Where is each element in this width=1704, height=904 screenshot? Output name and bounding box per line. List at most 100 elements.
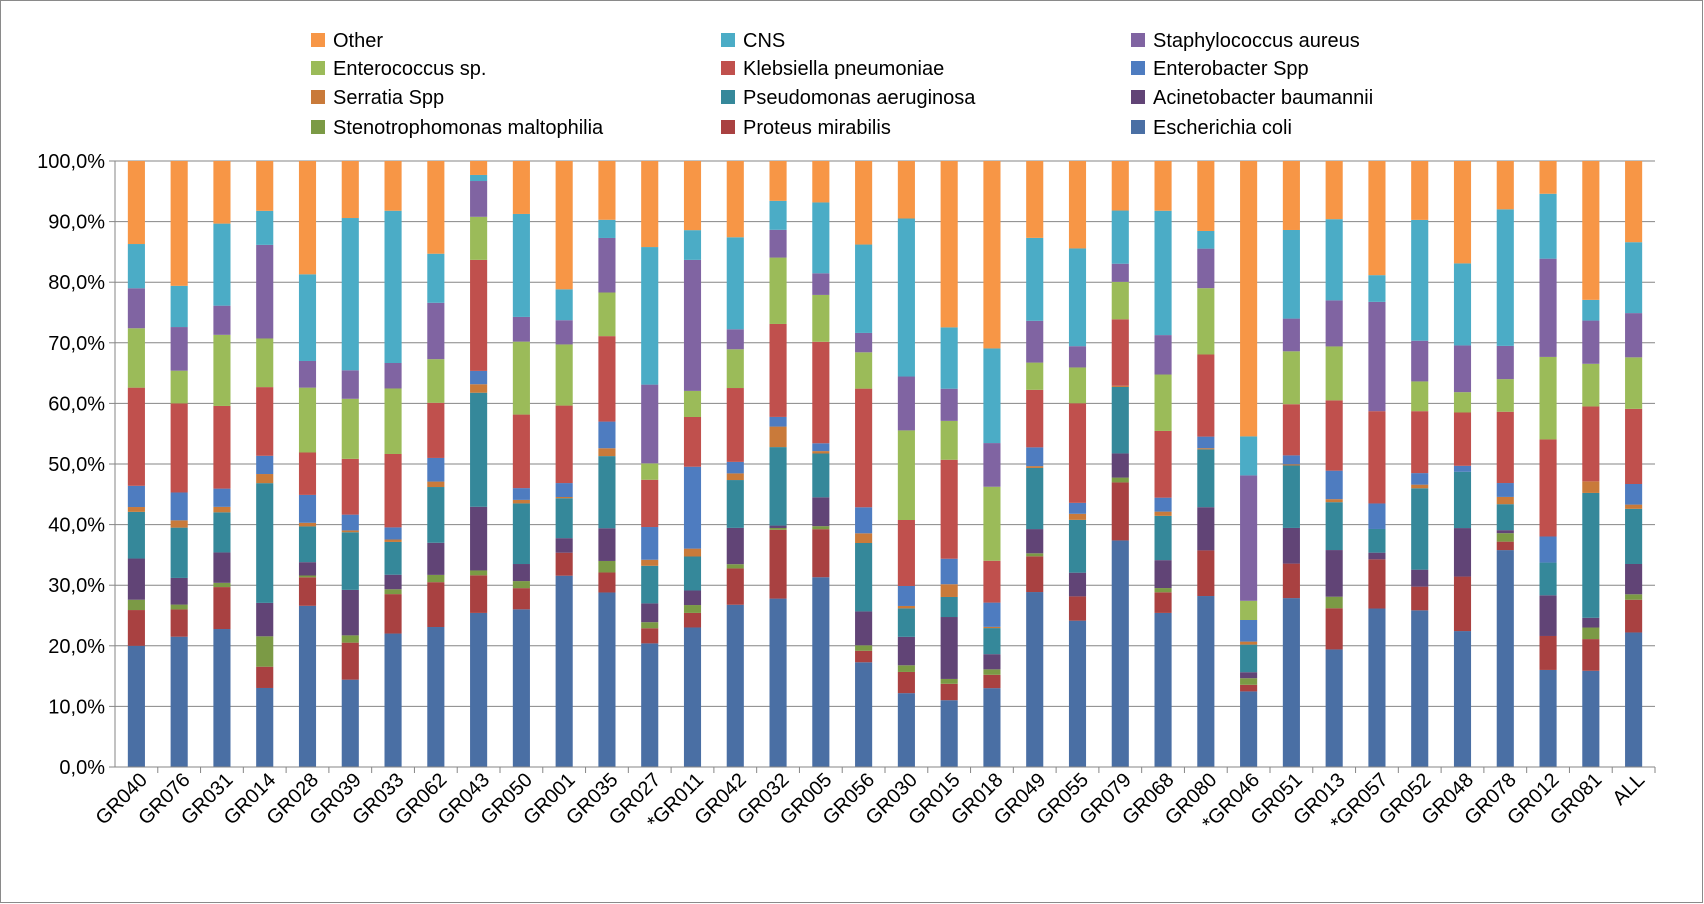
bar-segment-gr040-stenotrophomonas-maltophilia <box>127 599 145 611</box>
bar-segment-gr081-enterococcus-sp <box>1582 363 1600 407</box>
bar-segment-gr068-klebsiella-pneumoniae <box>1154 430 1172 498</box>
bar-segment-gr043-enterococcus-sp <box>470 216 488 260</box>
bar-segment-gr018-enterobacter-spp <box>983 602 1001 627</box>
bar-segment-gr005-proteus-mirabilis <box>812 529 830 578</box>
y-tick-label: 60,0% <box>48 393 105 415</box>
bar-segment-gr031-acinetobacter-baumannii <box>213 552 231 583</box>
bar-segment-gr033-klebsiella-pneumoniae <box>384 453 402 528</box>
bar-segment-gr001-proteus-mirabilis <box>555 552 573 576</box>
bar-segment-gr078-staphylococcus-aureus <box>1496 345 1514 380</box>
bar-segment-gr040-enterococcus-sp <box>127 328 145 388</box>
bar-segment-gr055-staphylococcus-aureus <box>1068 346 1087 368</box>
bar-segment-gr049-serratia-spp <box>1026 466 1044 468</box>
bar-segment-gr028-other <box>298 161 317 275</box>
bar-segment-gr068-staphylococcus-aureus <box>1154 335 1172 375</box>
bar-segment-gr042-serratia-spp <box>726 473 744 481</box>
bar-segment-gr039-other <box>341 161 359 219</box>
bar-segment-gr049-stenotrophomonas-maltophilia <box>1026 553 1044 557</box>
bar-segment-gr001-pseudomonas-aeruginosa <box>555 498 573 539</box>
bar-segment-gr057-enterobacter-spp <box>1368 503 1386 529</box>
bar-segment-gr027-acinetobacter-baumannii <box>641 603 659 623</box>
bar-segment-gr062-enterobacter-spp <box>427 457 445 482</box>
bar-segment-gr018-acinetobacter-baumannii <box>983 654 1001 670</box>
bar-segment-gr015-enterococcus-sp <box>940 420 958 460</box>
bar-segment-gr005-klebsiella-pneumoniae <box>812 341 830 444</box>
bar-segment-gr080-serratia-spp <box>1197 448 1215 450</box>
bar-segment-gr049-staphylococcus-aureus <box>1026 320 1044 363</box>
bar-segment-gr052-pseudomonas-aeruginosa <box>1411 488 1429 570</box>
bar-segment-gr014-enterobacter-spp <box>256 455 274 475</box>
bar-segment-gr043-serratia-spp <box>470 384 488 393</box>
bar-segment-gr042-other <box>726 161 744 238</box>
bar-segment-gr068-escherichia-coli <box>1154 612 1172 767</box>
bar-segment-gr033-other <box>384 161 402 211</box>
bar-segment-gr030-proteus-mirabilis <box>897 671 915 694</box>
bar-segment-gr052-other <box>1411 161 1429 220</box>
bar-segment-gr001-serratia-spp <box>555 496 573 499</box>
bar-segment-gr056-staphylococcus-aureus <box>855 332 873 353</box>
bar-segment-gr033-proteus-mirabilis <box>384 594 402 634</box>
bar-segment-gr018-staphylococcus-aureus <box>983 443 1001 487</box>
bar-segment-gr078-enterococcus-sp <box>1496 379 1514 412</box>
bar-segment-gr013-enterococcus-sp <box>1325 346 1343 401</box>
bar-segment-gr043-proteus-mirabilis <box>470 575 488 613</box>
bar-segment-gr079-pseudomonas-aeruginosa <box>1111 386 1129 454</box>
bar-segment-gr078-proteus-mirabilis <box>1496 541 1514 551</box>
bar-segment-gr040-escherichia-coli <box>127 645 145 767</box>
y-tick-label: 10,0% <box>48 696 105 718</box>
bar-segment-gr042-escherichia-coli <box>726 604 744 767</box>
bar-segment-gr062-other <box>427 161 445 254</box>
bar-segment-gr011-pseudomonas-aeruginosa <box>683 556 702 591</box>
bar-segment-gr035-other <box>598 161 616 220</box>
bar-segment-gr050-escherichia-coli <box>512 609 530 767</box>
bar-segment-gr018-pseudomonas-aeruginosa <box>983 628 1001 655</box>
x-axis: GR040GR076GR031GR014GR028GR039GR033GR062… <box>92 766 1656 835</box>
legend-label-klebsiella-pneumoniae: Klebsiella pneumoniae <box>743 58 944 80</box>
bar-segment-all-stenotrophomonas-maltophilia <box>1625 594 1643 600</box>
bar-segment-gr079-klebsiella-pneumoniae <box>1111 319 1129 386</box>
bar-segment-gr078-stenotrophomonas-maltophilia <box>1496 533 1514 542</box>
bar-segment-gr001-staphylococcus-aureus <box>555 320 573 345</box>
bar-segment-gr062-serratia-spp <box>427 481 445 488</box>
bar-segment-gr035-staphylococcus-aureus <box>598 237 616 293</box>
bar-segment-gr046-proteus-mirabilis <box>1240 684 1258 692</box>
bar-segment-gr081-acinetobacter-baumannii <box>1582 617 1600 628</box>
bar-segment-gr042-enterobacter-spp <box>726 461 744 474</box>
bar-segment-gr030-escherichia-coli <box>897 693 915 767</box>
bar-segment-gr078-enterobacter-spp <box>1496 483 1514 497</box>
bar-segment-gr052-escherichia-coli <box>1411 610 1429 767</box>
bar-segment-gr014-cns <box>256 210 274 245</box>
bar-segment-gr013-pseudomonas-aeruginosa <box>1325 502 1343 551</box>
bar-segment-gr062-proteus-mirabilis <box>427 582 445 628</box>
bar-segment-gr028-cns <box>298 274 317 361</box>
bar-segment-gr046-serratia-spp <box>1240 641 1258 645</box>
bar-segment-gr011-escherichia-coli <box>683 627 702 767</box>
bar-segment-gr046-other <box>1240 161 1258 437</box>
bar-segment-gr056-cns <box>855 244 873 333</box>
bar-segment-gr051-escherichia-coli <box>1282 598 1300 767</box>
bar-segment-gr015-staphylococcus-aureus <box>940 388 958 421</box>
bar-segment-gr030-enterococcus-sp <box>897 430 915 520</box>
bar-segment-gr039-proteus-mirabilis <box>341 642 359 680</box>
bar-segment-gr031-pseudomonas-aeruginosa <box>213 512 231 553</box>
bar-segment-gr042-enterococcus-sp <box>726 349 744 389</box>
bar-segment-gr043-other <box>470 161 488 175</box>
bar-segment-gr078-klebsiella-pneumoniae <box>1496 411 1514 484</box>
bar-segment-gr051-staphylococcus-aureus <box>1282 318 1300 352</box>
bar-segment-gr014-pseudomonas-aeruginosa <box>256 483 274 603</box>
bar-segment-gr046-enterobacter-spp <box>1240 620 1258 642</box>
bar-segment-gr052-klebsiella-pneumoniae <box>1411 411 1429 474</box>
bar-segment-gr079-other <box>1111 161 1129 211</box>
legend-swatch-acinetobacter-baumannii <box>1131 90 1145 104</box>
bar-segment-gr015-stenotrophomonas-maltophilia <box>940 678 958 684</box>
bar-segment-gr050-proteus-mirabilis <box>512 588 530 610</box>
bar-segment-gr039-enterococcus-sp <box>341 398 359 459</box>
bar-segment-gr052-serratia-spp <box>1411 484 1429 489</box>
bar-segment-gr015-cns <box>940 327 958 389</box>
bar-segment-gr052-enterobacter-spp <box>1411 473 1429 485</box>
gridlines <box>115 160 1655 768</box>
bar-segment-gr051-cns <box>1282 229 1300 319</box>
y-tick-label: 0,0% <box>59 757 105 779</box>
